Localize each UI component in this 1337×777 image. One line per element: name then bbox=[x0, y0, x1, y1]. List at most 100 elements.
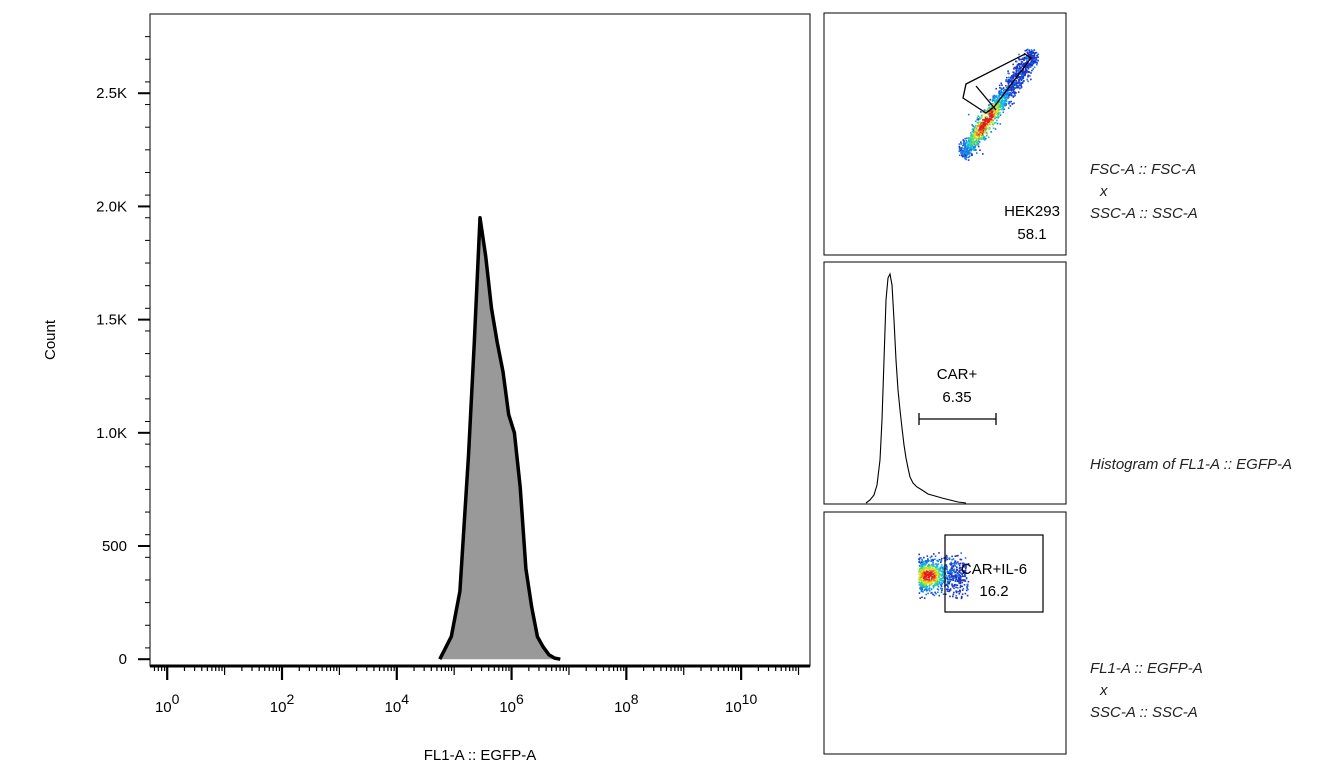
scatter-point bbox=[928, 564, 930, 567]
scatter-point bbox=[964, 567, 967, 570]
scatter-point bbox=[939, 569, 941, 572]
scatter-point bbox=[987, 107, 989, 110]
scatter-point bbox=[948, 589, 951, 591]
scatter-point bbox=[969, 148, 971, 151]
car-il6-gate[interactable] bbox=[944, 534, 1044, 613]
scatter-point bbox=[956, 555, 958, 557]
scatter-point bbox=[961, 147, 963, 149]
scatter-point bbox=[951, 579, 954, 581]
scatter-point bbox=[922, 563, 925, 565]
scatter-point bbox=[960, 552, 962, 554]
scatter-point bbox=[920, 588, 922, 590]
scatter-point bbox=[951, 566, 953, 568]
scatter-point bbox=[919, 578, 922, 581]
thumbnail-fsc-ssc[interactable]: HEK293 58.1 bbox=[823, 12, 1067, 256]
scatter-point bbox=[1007, 97, 1009, 99]
scatter-point bbox=[942, 567, 944, 570]
x-tick-label: 104 bbox=[385, 691, 410, 716]
scatter-point bbox=[929, 583, 932, 585]
scatter-point bbox=[1008, 76, 1010, 79]
scatter-point bbox=[1028, 66, 1031, 68]
scatter-point bbox=[955, 595, 958, 597]
scatter-point bbox=[925, 569, 928, 571]
scatter-point bbox=[981, 129, 983, 131]
scatter-point bbox=[995, 87, 997, 90]
scatter-point bbox=[919, 563, 922, 565]
x-axis: 100 102 104 106 108 1010 bbox=[150, 664, 810, 716]
scatter-point bbox=[972, 138, 974, 140]
scatter-point bbox=[983, 118, 986, 121]
gate-name: CAR+ bbox=[937, 366, 978, 383]
scatter-point bbox=[965, 151, 967, 153]
scatter-point bbox=[970, 135, 973, 137]
scatter-point bbox=[990, 115, 993, 117]
scatter-point bbox=[958, 593, 961, 595]
scatter-point bbox=[992, 109, 995, 112]
scatter-point bbox=[1034, 59, 1036, 62]
scatter-point bbox=[964, 573, 966, 576]
scatter-point bbox=[956, 584, 959, 587]
scatter-point bbox=[1020, 85, 1023, 87]
scatter-point bbox=[965, 565, 967, 567]
desc-line: FSC-A :: FSC-A bbox=[1090, 161, 1197, 178]
scatter-point bbox=[985, 125, 988, 128]
scatter-point bbox=[930, 571, 932, 573]
scatter-point bbox=[965, 139, 968, 142]
scatter-point bbox=[921, 558, 923, 561]
scatter-point bbox=[949, 573, 952, 576]
scatter-point bbox=[972, 131, 975, 133]
scatter-point bbox=[984, 127, 987, 130]
scatter-point bbox=[1026, 78, 1028, 81]
scatter-point bbox=[955, 586, 957, 589]
scatter-point bbox=[1002, 103, 1004, 106]
thumbnail-fl1-ssc[interactable]: CAR+IL-6 16.2 bbox=[823, 511, 1067, 755]
scatter-point bbox=[991, 114, 994, 116]
scatter-point bbox=[989, 112, 991, 115]
scatter-point bbox=[959, 576, 961, 579]
scatter-point bbox=[940, 581, 942, 584]
scatter-point bbox=[1030, 55, 1033, 57]
scatter-point bbox=[958, 143, 961, 145]
scatter-point bbox=[1013, 71, 1015, 74]
scatter-point bbox=[940, 591, 943, 594]
scatter-point bbox=[928, 587, 931, 589]
fsc-ssc-description: FSC-A :: FSC-A x SSC-A :: SSC-A bbox=[1090, 159, 1198, 225]
scatter-point bbox=[985, 132, 988, 134]
scatter-point bbox=[1021, 61, 1024, 63]
scatter-point bbox=[968, 137, 970, 139]
scatter-point bbox=[1010, 81, 1012, 83]
scatter-point bbox=[954, 580, 957, 582]
scatter-point bbox=[946, 590, 949, 592]
scatter-point bbox=[943, 567, 945, 570]
scatter-point bbox=[990, 131, 992, 133]
scatter-point bbox=[947, 586, 949, 589]
scatter-point bbox=[930, 592, 932, 594]
gate-name: HEK293 bbox=[1004, 203, 1060, 220]
scatter-point bbox=[925, 581, 927, 584]
scatter-point bbox=[962, 572, 964, 574]
scatter-point bbox=[957, 580, 960, 583]
scatter-point bbox=[966, 148, 968, 150]
scatter-point bbox=[1030, 60, 1033, 62]
scatter-point bbox=[946, 574, 948, 577]
scatter-point bbox=[983, 138, 985, 140]
scatter-point bbox=[1032, 68, 1034, 70]
scatter-point bbox=[1021, 73, 1024, 76]
scatter-point bbox=[930, 588, 933, 590]
car-plus-gate[interactable] bbox=[918, 413, 997, 425]
thumbnail-histogram[interactable]: CAR+ 6.35 bbox=[823, 261, 1067, 505]
scatter-point bbox=[969, 146, 971, 149]
scatter-point bbox=[982, 124, 985, 126]
scatter-point bbox=[959, 591, 961, 593]
scatter-point bbox=[937, 563, 940, 565]
scatter-point bbox=[977, 142, 979, 145]
scatter-point bbox=[1021, 77, 1023, 79]
scatter-point bbox=[999, 92, 1002, 94]
scatter-point bbox=[956, 597, 958, 599]
gate-name: CAR+IL-6 bbox=[961, 561, 1027, 578]
scatter-point bbox=[1023, 74, 1025, 77]
scatter-point bbox=[1013, 82, 1015, 84]
scatter-point bbox=[919, 579, 921, 581]
scatter-point bbox=[1007, 85, 1009, 88]
scatter-point bbox=[920, 576, 923, 579]
